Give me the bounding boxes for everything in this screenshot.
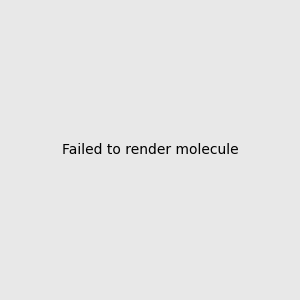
Text: Failed to render molecule: Failed to render molecule bbox=[62, 143, 238, 157]
